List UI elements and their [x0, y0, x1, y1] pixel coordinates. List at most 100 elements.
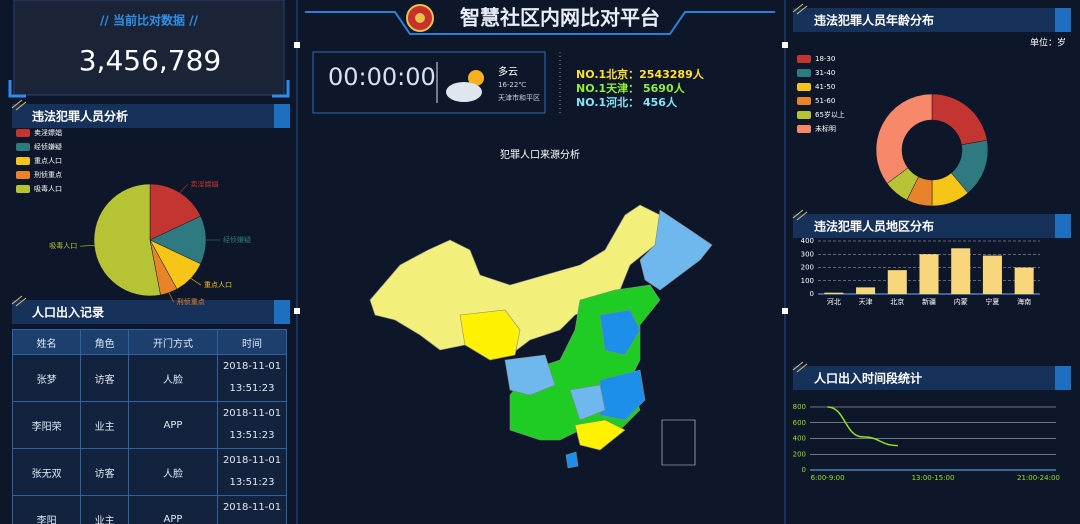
divider-node — [294, 42, 300, 48]
weather: 多云 — [498, 65, 518, 78]
panel-title: 违法犯罪人员地区分布 — [814, 219, 934, 234]
counter-title: // 当前比对数据 // — [100, 13, 199, 28]
label-leader — [179, 184, 188, 193]
weather-cloud — [446, 82, 482, 102]
x-tick-label: 天津 — [859, 298, 873, 306]
column-header: 姓名 — [12, 329, 82, 355]
legend-swatch — [797, 55, 811, 63]
table-row: 张无双 访客 人脸 2018-11-01 13:51:23 — [12, 448, 287, 496]
clock-box — [312, 51, 546, 114]
ranking-item: NO.1河北： 456人 — [576, 95, 678, 109]
legend-swatch — [16, 157, 30, 165]
map-region — [569, 384, 606, 421]
y-tick-label: 100 — [801, 277, 814, 285]
counter-box — [13, 0, 285, 96]
map-inset — [661, 419, 696, 466]
bar — [919, 254, 939, 294]
table-cell: 人脸 — [127, 354, 219, 402]
header-frame — [305, 11, 775, 35]
counter-corner — [8, 80, 290, 98]
table-cell: 访客 — [80, 448, 129, 496]
temperature: 16-22℃ — [498, 81, 526, 89]
divider-node — [782, 308, 788, 314]
column-header: 角色 — [80, 329, 129, 355]
emblem — [415, 13, 425, 23]
map-region — [574, 419, 626, 451]
legend-swatch — [797, 125, 811, 133]
y-tick-label: 0 — [802, 466, 806, 474]
slice-label: 经侦嫌疑 — [223, 235, 251, 244]
table-cell: 2018-11-01 13:51:23 — [217, 354, 287, 402]
weather-sun — [468, 70, 484, 86]
table-cell: 2018-11-01 13:51:23 — [217, 448, 287, 496]
panel-title: 人口出入记录 — [32, 305, 104, 320]
label-leader — [80, 244, 95, 247]
table-cell: 2018-11-01 13:51:23 — [217, 401, 287, 449]
table-cell: 业主 — [80, 401, 129, 449]
y-tick-label: 600 — [793, 419, 806, 427]
x-tick-label: 21:00-24:00 — [1017, 474, 1060, 482]
panel-title: 人口出入时间段统计 — [814, 371, 922, 386]
ranking-item: NO.1天津： 5690人 — [576, 81, 686, 95]
column-header: 开门方式 — [127, 329, 219, 355]
legend-swatch — [16, 185, 30, 193]
record-table: 姓名 角色 开门方式 时间 张梦 访客 人脸 2018-11-01 13:51:23 李阳荣业… — [12, 329, 287, 524]
line — [827, 406, 898, 447]
map — [369, 204, 713, 469]
table-cell: 李阳 — [12, 495, 82, 524]
slice — [149, 183, 202, 241]
map-region — [369, 204, 661, 356]
table-header: 姓名 角色 开门方式 时间 — [12, 329, 287, 355]
panel-header: 违法犯罪人员分析 — [11, 99, 290, 128]
column-header: 时间 — [217, 329, 287, 355]
divider-node — [294, 308, 300, 314]
map-region — [565, 451, 579, 469]
slice-label: 吸毒人口 — [49, 241, 77, 250]
slice-label: 卖淫嫖娼 — [191, 179, 219, 188]
table-cell: APP — [127, 401, 219, 449]
map-region — [504, 354, 556, 396]
label-leader — [168, 292, 174, 303]
x-tick-label: 13:00-15:00 — [912, 474, 955, 482]
table-row: 李阳荣 业主 APP 2018-11-01 13:51:23 — [12, 401, 287, 449]
legend-label: 重点人口 — [34, 157, 62, 165]
table: 姓名 角色 开门方式 时间 张梦 访客 人脸 2018-11-01 13:51:23 李阳荣业… — [12, 329, 287, 524]
panel-header: 人口出入时间段统计 — [792, 361, 1071, 390]
slice-label: 重点人口 — [204, 281, 232, 289]
panel-title: 违法犯罪人员分析 — [32, 109, 128, 124]
legend-swatch — [797, 111, 811, 119]
unit-label: 单位：岁 — [1030, 37, 1066, 49]
slice-label: 刑侦重点 — [177, 297, 205, 306]
map-region — [599, 309, 641, 356]
slice — [931, 93, 988, 146]
legend-label: 吸毒人口 — [34, 184, 62, 193]
legend-swatch — [797, 97, 811, 105]
legend-label: 卖淫嫖娼 — [34, 128, 62, 137]
legend-swatch — [797, 83, 811, 91]
table-body: 张梦 访客 人脸 2018-11-01 13:51:23 李阳荣 业主 APP 2018-11… — [12, 354, 287, 524]
legend-label: 经侦嫌疑 — [34, 142, 62, 151]
bar — [982, 255, 1002, 294]
counter-value: 3,456,789 — [79, 44, 222, 77]
x-tick-label: 北京 — [890, 297, 904, 306]
y-tick-label: 200 — [801, 264, 814, 272]
panel-header: 人口出入记录 — [11, 295, 290, 324]
table-cell: 2018-11-01 13:51:23 — [217, 495, 287, 524]
label-leader — [190, 278, 202, 286]
x-tick-label: 内蒙 — [954, 297, 968, 306]
legend-label: 65岁以上 — [815, 110, 845, 119]
bar — [1014, 267, 1034, 294]
table-cell: APP — [127, 495, 219, 524]
y-tick-label: 800 — [793, 403, 806, 411]
map-region — [639, 209, 713, 291]
table-cell: 张无双 — [12, 448, 82, 496]
table-row: 张梦 访客 人脸 2018-11-01 13:51:23 — [12, 354, 287, 402]
slice — [875, 93, 933, 184]
y-tick-label: 400 — [793, 435, 806, 443]
legend-label: 刑侦重点 — [34, 170, 62, 179]
y-tick-label: 0 — [810, 290, 814, 298]
x-tick-label: 宁夏 — [985, 297, 999, 306]
